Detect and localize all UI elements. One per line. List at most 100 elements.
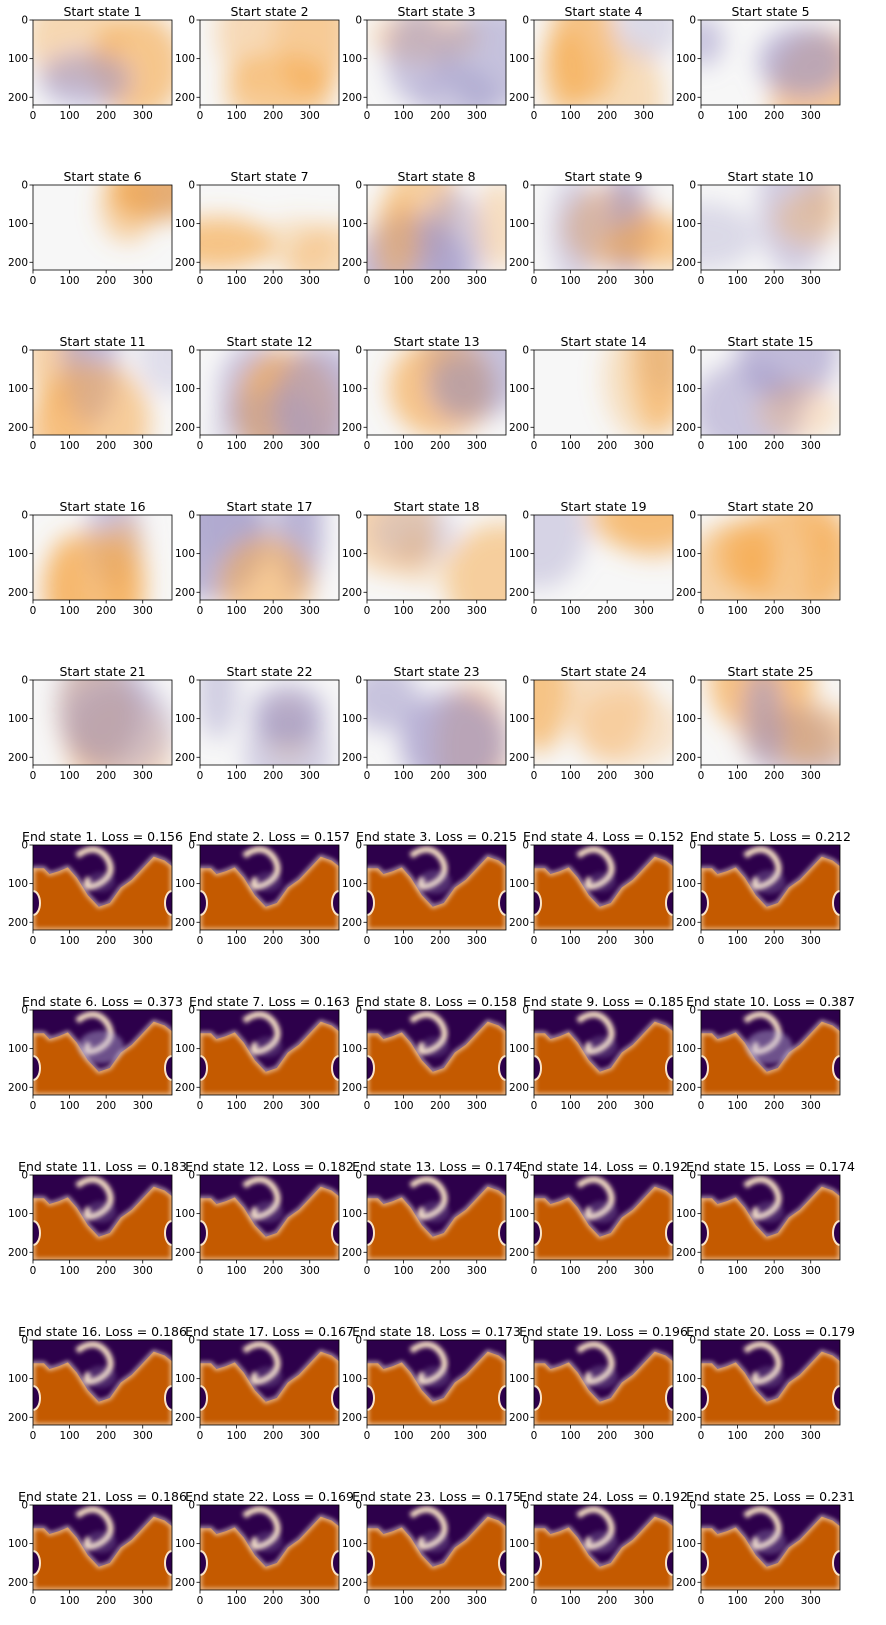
start-state-panel: Start state 9 0 100 200 300 0 100 200 bbox=[509, 169, 674, 287]
x-tick-label: 200 bbox=[430, 275, 450, 287]
x-tick-label: 100 bbox=[561, 110, 581, 122]
side-pocket bbox=[498, 1549, 506, 1576]
orange-blob bbox=[572, 690, 673, 765]
y-tick-label: 0 bbox=[21, 1170, 28, 1182]
y-tick-label: 0 bbox=[21, 1005, 28, 1017]
x-tick-label: 300 bbox=[133, 1100, 153, 1112]
x-tick-label: 300 bbox=[300, 770, 320, 782]
mixing-region bbox=[753, 1365, 785, 1388]
start-state-panel: Start state 13 0 100 200 300 0 100 200 bbox=[342, 334, 507, 452]
x-tick-label: 300 bbox=[634, 1100, 654, 1112]
x-tick-label: 300 bbox=[467, 1430, 487, 1442]
axes-frame bbox=[533, 1339, 674, 1426]
axes-frame bbox=[199, 1009, 340, 1096]
y-tick-label: 100 bbox=[175, 218, 195, 230]
x-tick-label: 200 bbox=[597, 1430, 617, 1442]
side-pocket bbox=[200, 1549, 208, 1576]
y-tick-label: 100 bbox=[676, 218, 696, 230]
x-tick-label: 300 bbox=[634, 110, 654, 122]
y-tick-label: 0 bbox=[355, 510, 362, 522]
x-tick-label: 300 bbox=[634, 605, 654, 617]
x-tick-label: 200 bbox=[96, 1595, 116, 1607]
x-tick-label: 100 bbox=[728, 1265, 748, 1277]
y-tick-label: 200 bbox=[342, 1412, 362, 1424]
x-tick-label: 200 bbox=[597, 605, 617, 617]
y-tick-label: 200 bbox=[175, 1247, 195, 1259]
y-tick-label: 200 bbox=[175, 1412, 195, 1424]
side-pocket bbox=[832, 889, 840, 916]
x-tick-label: 100 bbox=[227, 1430, 247, 1442]
x-tick-label: 0 bbox=[698, 935, 705, 947]
y-tick-label: 100 bbox=[8, 713, 28, 725]
side-pocket bbox=[701, 889, 709, 916]
y-tick-label: 100 bbox=[342, 548, 362, 560]
axes-frame bbox=[32, 1339, 173, 1426]
x-tick-label: 300 bbox=[801, 440, 821, 452]
axes-frame bbox=[199, 514, 340, 601]
x-tick-label: 100 bbox=[561, 605, 581, 617]
y-tick-label: 200 bbox=[676, 1412, 696, 1424]
axes-frame bbox=[700, 349, 841, 436]
panel-title: Start state 10 bbox=[727, 169, 813, 184]
y-tick-label: 200 bbox=[676, 1082, 696, 1094]
y-tick-label: 0 bbox=[21, 1335, 28, 1347]
start-state-panel: Start state 24 0 100 200 300 0 100 200 bbox=[509, 664, 674, 782]
x-tick-label: 100 bbox=[227, 1595, 247, 1607]
x-tick-label: 300 bbox=[634, 1595, 654, 1607]
x-tick-label: 200 bbox=[764, 770, 784, 782]
x-tick-label: 300 bbox=[634, 275, 654, 287]
y-tick-label: 0 bbox=[522, 1335, 529, 1347]
y-tick-label: 0 bbox=[355, 180, 362, 192]
panels-group: Start state 10 100 200 300 0 100 200 Start stat… bbox=[8, 4, 855, 1607]
x-tick-label: 300 bbox=[133, 1430, 153, 1442]
panel-title: End state 5. Loss = 0.212 bbox=[690, 829, 851, 844]
axes-frame bbox=[700, 1504, 841, 1591]
y-tick-label: 0 bbox=[522, 510, 529, 522]
y-tick-label: 0 bbox=[21, 180, 28, 192]
purple-blob bbox=[200, 680, 238, 740]
axes-frame bbox=[533, 19, 674, 106]
axes-frame bbox=[533, 184, 674, 271]
y-tick-label: 200 bbox=[8, 92, 28, 104]
vortex-hook bbox=[242, 846, 281, 890]
y-tick-label: 100 bbox=[175, 548, 195, 560]
y-tick-label: 200 bbox=[8, 752, 28, 764]
x-tick-label: 100 bbox=[394, 1265, 414, 1277]
y-tick-label: 200 bbox=[342, 752, 362, 764]
x-tick-label: 100 bbox=[60, 770, 80, 782]
axes-frame bbox=[366, 1504, 507, 1591]
x-tick-label: 0 bbox=[364, 110, 371, 122]
y-tick-label: 100 bbox=[8, 1538, 28, 1550]
purple-blob bbox=[371, 515, 459, 563]
mixing-region bbox=[78, 1030, 124, 1064]
start-state-panel: Start state 21 0 100 200 300 0 100 200 bbox=[8, 664, 173, 782]
y-tick-label: 100 bbox=[509, 218, 529, 230]
x-tick-label: 0 bbox=[364, 440, 371, 452]
x-tick-label: 100 bbox=[561, 770, 581, 782]
x-tick-label: 300 bbox=[300, 1265, 320, 1277]
panel-title: Start state 11 bbox=[59, 334, 145, 349]
side-pocket bbox=[164, 1219, 172, 1246]
start-state-panel: Start state 15 0 100 200 300 0 100 200 bbox=[676, 334, 841, 452]
x-tick-label: 0 bbox=[197, 1100, 204, 1112]
x-tick-label: 0 bbox=[197, 1265, 204, 1277]
interface-glow bbox=[534, 1185, 673, 1260]
y-tick-label: 200 bbox=[676, 917, 696, 929]
y-tick-label: 100 bbox=[509, 878, 529, 890]
panel-title: Start state 25 bbox=[727, 664, 813, 679]
x-tick-label: 300 bbox=[467, 935, 487, 947]
y-tick-label: 200 bbox=[509, 917, 529, 929]
y-tick-label: 100 bbox=[676, 878, 696, 890]
interface-glow bbox=[200, 1515, 339, 1590]
y-tick-label: 0 bbox=[188, 345, 195, 357]
y-tick-label: 100 bbox=[8, 218, 28, 230]
vortex-hook bbox=[75, 846, 114, 890]
mixing-region bbox=[745, 1030, 793, 1064]
y-tick-label: 0 bbox=[188, 1335, 195, 1347]
purple-blob bbox=[743, 680, 783, 765]
